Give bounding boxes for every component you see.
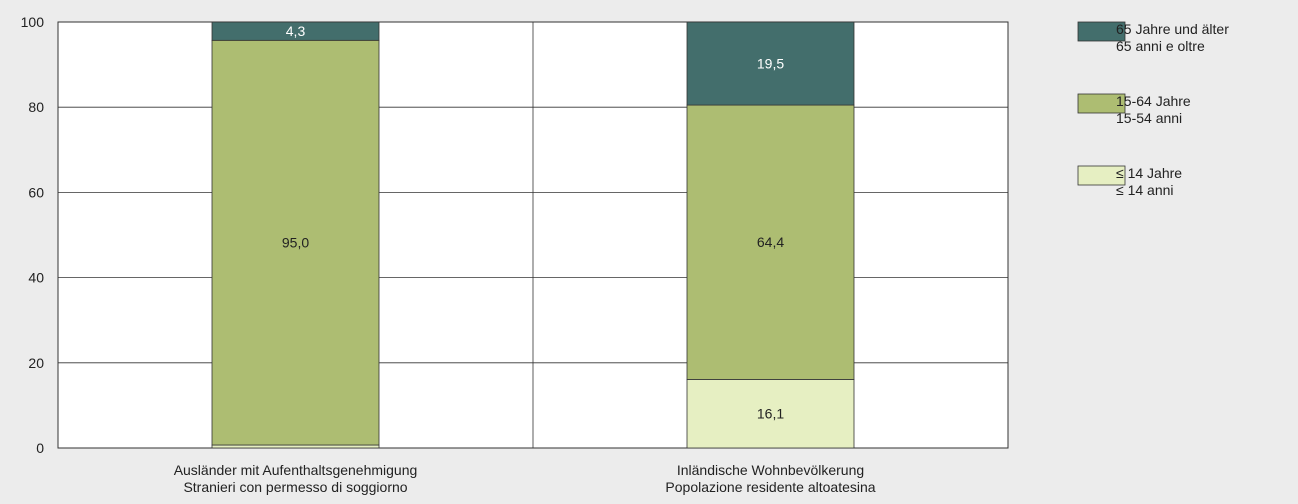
bar-segment	[686, 104, 855, 380]
legend-swatch	[1077, 165, 1126, 186]
x-tick-label: Ausländer mit Aufenthaltsgenehmigung Stra…	[174, 462, 418, 495]
legend-label: 65 Jahre und älter 65 anni e oltre	[1116, 21, 1229, 54]
y-tick-label: 40	[28, 270, 44, 286]
bar-segment	[211, 444, 380, 449]
legend-label: 15-64 Jahre 15-54 anni	[1116, 93, 1191, 126]
value-label: 19,5	[757, 56, 784, 72]
y-tick-label: 80	[28, 99, 44, 115]
value-label: 4,3	[286, 23, 306, 39]
legend-swatch	[1077, 93, 1126, 114]
x-tick-label: Inländische Wohnbevölkerung Popolazione r…	[665, 462, 875, 495]
bar-segment	[686, 21, 855, 106]
y-tick-label: 20	[28, 355, 44, 371]
bar-segment	[211, 39, 380, 446]
bar-segment	[686, 379, 855, 449]
value-label: 64,4	[757, 234, 784, 250]
value-label: 95,0	[282, 235, 309, 251]
legend-label: ≤ 14 Jahre ≤ 14 anni	[1116, 165, 1182, 198]
legend-swatch	[1077, 21, 1126, 42]
y-tick-label: 0	[36, 440, 44, 456]
y-tick-label: 60	[28, 184, 44, 200]
value-label: 16,1	[757, 406, 784, 422]
bar-segment	[211, 21, 380, 41]
y-tick-label: 100	[21, 14, 45, 30]
